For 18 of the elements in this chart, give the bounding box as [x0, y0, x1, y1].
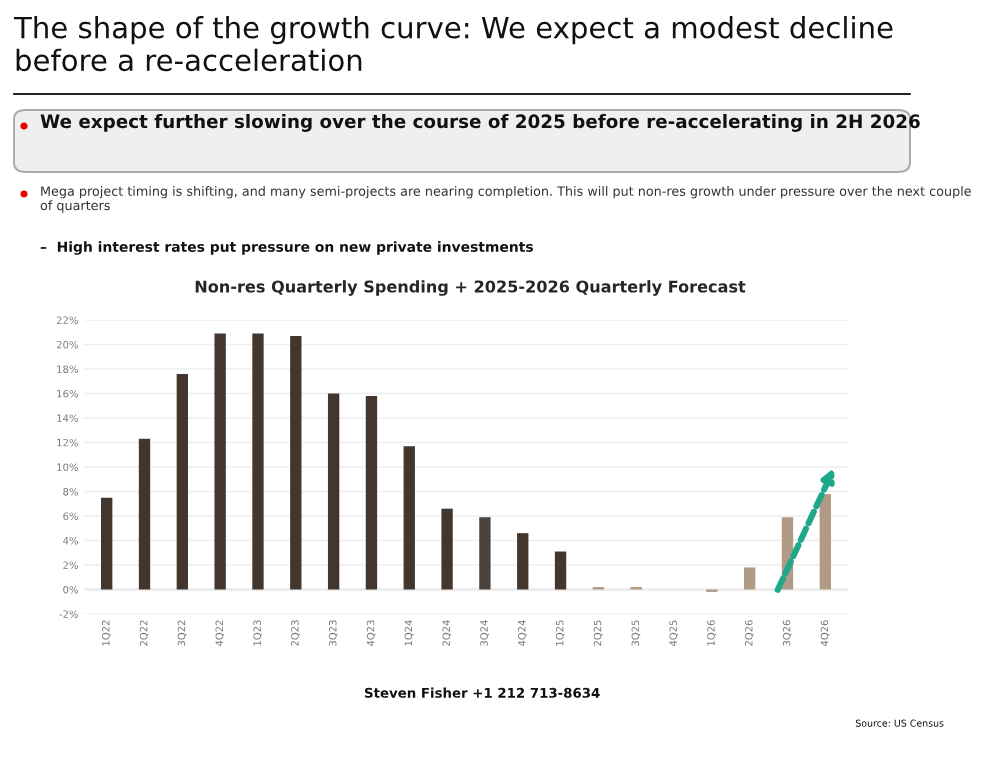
bar: [290, 335, 302, 590]
text: The shape of the growth curve: We expect a modest decline before a re-acceleration: [13, 16, 893, 72]
bar: [101, 497, 113, 590]
bar: [743, 567, 756, 590]
bar: [138, 438, 151, 590]
bar: [517, 533, 529, 590]
bar: [479, 517, 491, 590]
bar: [819, 493, 831, 590]
bar: [403, 446, 415, 590]
chart-title: Non-res Quarterly Spending + 2025-2026 Quarterly Forecast: [195, 280, 746, 296]
bar: [214, 333, 226, 590]
text: We expect further slowing over the course of 2025 before re-accelerating in 2H 2026: [40, 114, 920, 132]
bar: [252, 333, 264, 590]
bar: [554, 551, 567, 590]
bar: [441, 508, 453, 590]
bar: [176, 373, 189, 590]
bar: [365, 395, 378, 590]
bar: [327, 393, 340, 590]
